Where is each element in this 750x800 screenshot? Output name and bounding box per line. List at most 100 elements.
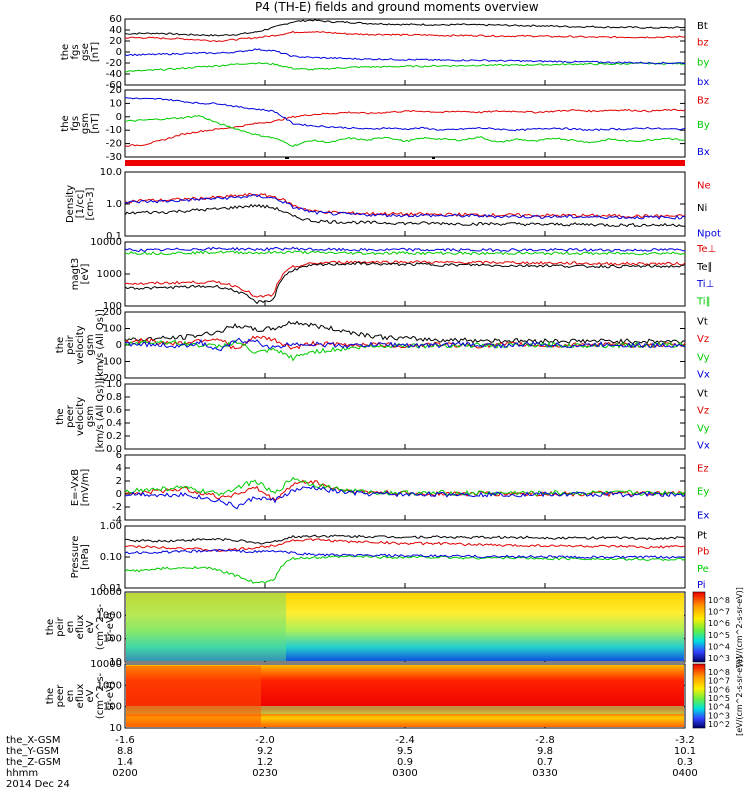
y-axis-label-line: en: [65, 690, 76, 703]
y-axis-label-line: the: [55, 337, 66, 353]
y-tick-label: 40: [109, 25, 122, 36]
x-axis-row-value: 0.9: [397, 757, 413, 768]
spectrogram: [126, 593, 684, 661]
y-tick-label: 20: [109, 85, 122, 96]
x-axis-row-value: -2.4: [395, 735, 415, 746]
colorbar-tick-label: 10^7: [708, 608, 730, 617]
series-line-Te∥: [124, 261, 685, 305]
series-line-Ez: [124, 479, 686, 501]
y-axis-label-line: gse: [80, 43, 91, 61]
series-line-By: [124, 114, 686, 148]
x-axis-row-value: 0330: [532, 768, 557, 779]
y-axis-label-line: eflux: [75, 615, 86, 640]
series-line-Ex: [124, 485, 686, 510]
status-bar: [125, 160, 685, 166]
y-axis-label-line: gsm: [80, 113, 91, 134]
y-tick-label: 10000: [90, 659, 122, 670]
panel-frame: [124, 591, 686, 663]
y-axis-label-line: [cm-3]: [85, 187, 96, 220]
panel-frame: [124, 89, 686, 158]
legend-entry: Vy: [697, 424, 710, 435]
colorbar-tick-label: 10^7: [708, 677, 730, 686]
panel-frame: [124, 18, 686, 86]
legend-entry: By: [697, 120, 710, 131]
series-line-Pb: [124, 538, 686, 552]
legend-entry: Ez: [697, 464, 709, 475]
y-tick-label: 100: [103, 324, 122, 335]
legend-entry: Bt: [697, 21, 708, 32]
colorbar-tick-label: 10^6: [708, 619, 730, 628]
y-axis-label: magt3 [eV]: [70, 258, 91, 291]
x-axis-row-value: 9.2: [257, 746, 273, 757]
y-axis-label: the fgs gse [nT]: [60, 42, 101, 62]
x-axis-row-value: 0300: [392, 768, 417, 779]
series-line-Bt: [124, 19, 686, 37]
colorbar: [692, 663, 706, 729]
y-axis-label-line: velocity: [75, 325, 86, 364]
series-line-Ni: [124, 203, 686, 228]
spectrogram-band: [126, 706, 684, 714]
panel-frame: [124, 383, 686, 450]
y-axis-label-line: the: [60, 115, 71, 131]
colorbar-label-text: [eV/(cm^2-s-sr-eV)]: [735, 587, 744, 667]
y-axis-label-line: sr-eV): [105, 681, 116, 710]
legend-entry: Ne: [697, 180, 711, 191]
series-line-Ne: [124, 192, 686, 219]
y-tick-label: -20: [106, 139, 122, 150]
x-axis-row-value: 0200: [112, 768, 137, 779]
y-tick-label: 200: [103, 307, 122, 318]
legend-entry: Vy: [697, 352, 710, 363]
status-bar-marker: [432, 157, 435, 159]
y-tick-label: 0.01: [100, 583, 122, 594]
y-axis-label-line: eV: [85, 689, 96, 702]
y-axis-label-line: [nT]: [90, 42, 101, 62]
legend-entry: Ey: [697, 486, 709, 497]
colorbar: [692, 591, 706, 663]
series-line-Npot: [124, 193, 686, 220]
series-line-Bx: [125, 97, 686, 132]
x-axis-row-value: 0.7: [537, 757, 553, 768]
y-tick-label: 10000: [90, 237, 122, 248]
series-line-Pt: [124, 534, 686, 545]
colorbar-tick-label: 10^5: [708, 694, 730, 703]
legend-entry: Bx: [697, 147, 710, 158]
y-tick-label: 1.0: [106, 379, 122, 390]
y-axis-label-line: en: [65, 621, 76, 634]
legend-entry: Pe: [697, 564, 709, 575]
x-axis-row-value: 0400: [672, 768, 697, 779]
series-line-Pi: [124, 548, 686, 559]
y-tick-label: 10: [109, 657, 122, 668]
colorbar-tick-label: 10^5: [708, 631, 730, 640]
y-axis-label-line: peer: [55, 684, 66, 708]
y-tick-label: -30: [106, 152, 122, 163]
spectrogram-region: [126, 593, 286, 661]
colorbar-tick-label: 10^8: [708, 596, 730, 605]
y-tick-label: 0: [116, 489, 122, 500]
y-tick-label: -2: [112, 502, 122, 513]
y-tick-label: 60: [109, 14, 122, 25]
x-axis-row-value: 9.5: [397, 746, 413, 757]
spectrogram-region: [126, 666, 261, 726]
colorbar-tick-label: 10^4: [708, 703, 730, 712]
y-axis-label: the fgs gsm [nT]: [60, 113, 101, 134]
y-axis-label-line: (cm^2-s-: [95, 603, 106, 650]
y-axis-label-line: [mV/m]: [80, 469, 91, 507]
y-axis-label-line: magt3: [70, 258, 81, 291]
x-axis-row-value: 9.8: [537, 746, 553, 757]
y-axis-label-line: [eV]: [80, 264, 91, 285]
series-line-bx: [124, 48, 686, 65]
y-axis-label-line: the: [55, 408, 66, 424]
y-tick-label: 10.0: [100, 167, 122, 178]
y-tick-label: 0.1: [106, 231, 122, 242]
y-tick-label: 100: [103, 634, 122, 645]
x-axis-row-value: -2.0: [255, 735, 275, 746]
y-axis-label: the peer en eflux eV (cm^2-s-sr-eV): [45, 672, 116, 719]
x-axis-row-value: 1.4: [117, 757, 133, 768]
legend-entry: Ti∥: [696, 296, 711, 307]
y-axis-label-line: [nT]: [90, 113, 101, 133]
y-axis-label-line: fgs: [70, 116, 81, 131]
y-axis-label: the peer velocity gsm [km/s (All Qs)]: [55, 381, 106, 453]
legend-entry: Ti⊥: [696, 279, 714, 290]
x-axis-row-value: 0.3: [677, 757, 693, 768]
legend-entry: Pi: [697, 580, 706, 591]
